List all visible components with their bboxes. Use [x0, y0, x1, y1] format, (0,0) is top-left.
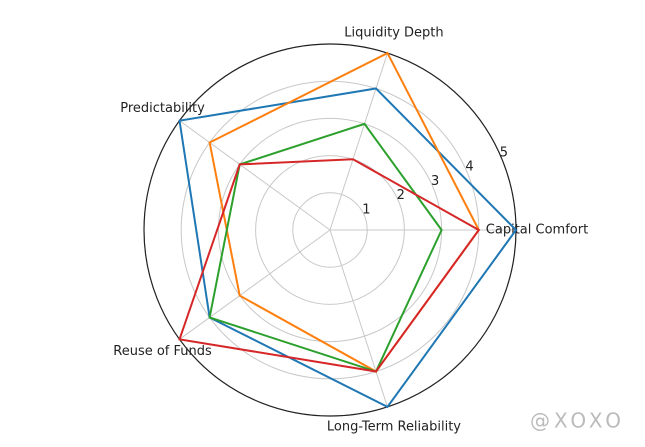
- r-tick-label: 4: [465, 160, 473, 175]
- spoke: [329, 52, 388, 231]
- category-label: Liquidity Depth: [344, 26, 443, 41]
- r-tick-label: 1: [362, 202, 370, 217]
- series-line: [178, 158, 481, 373]
- watermark: @XOXO: [530, 409, 625, 433]
- category-label: Long-Term Reliability: [327, 419, 461, 434]
- series-line: [208, 51, 480, 373]
- spoke: [179, 120, 331, 231]
- spoke: [179, 229, 331, 340]
- r-tick-label: 3: [431, 174, 439, 189]
- series-line: [208, 122, 443, 373]
- category-label: Capital Comfort: [486, 223, 588, 238]
- series-line: [178, 87, 518, 409]
- r-tick-label: 2: [397, 188, 405, 203]
- category-label: Predictability: [120, 101, 205, 116]
- spoke: [329, 229, 388, 408]
- category-label: Reuse of Funds: [113, 344, 212, 359]
- r-tick-label: 5: [500, 145, 508, 160]
